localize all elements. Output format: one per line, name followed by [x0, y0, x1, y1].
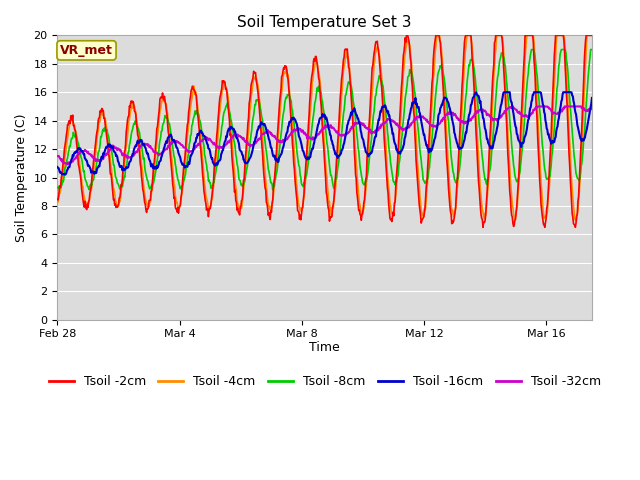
Legend: Tsoil -2cm, Tsoil -4cm, Tsoil -8cm, Tsoil -16cm, Tsoil -32cm: Tsoil -2cm, Tsoil -4cm, Tsoil -8cm, Tsoi… — [44, 370, 605, 393]
Y-axis label: Soil Temperature (C): Soil Temperature (C) — [15, 113, 28, 242]
X-axis label: Time: Time — [309, 341, 340, 354]
Title: Soil Temperature Set 3: Soil Temperature Set 3 — [237, 15, 412, 30]
Text: VR_met: VR_met — [60, 44, 113, 57]
